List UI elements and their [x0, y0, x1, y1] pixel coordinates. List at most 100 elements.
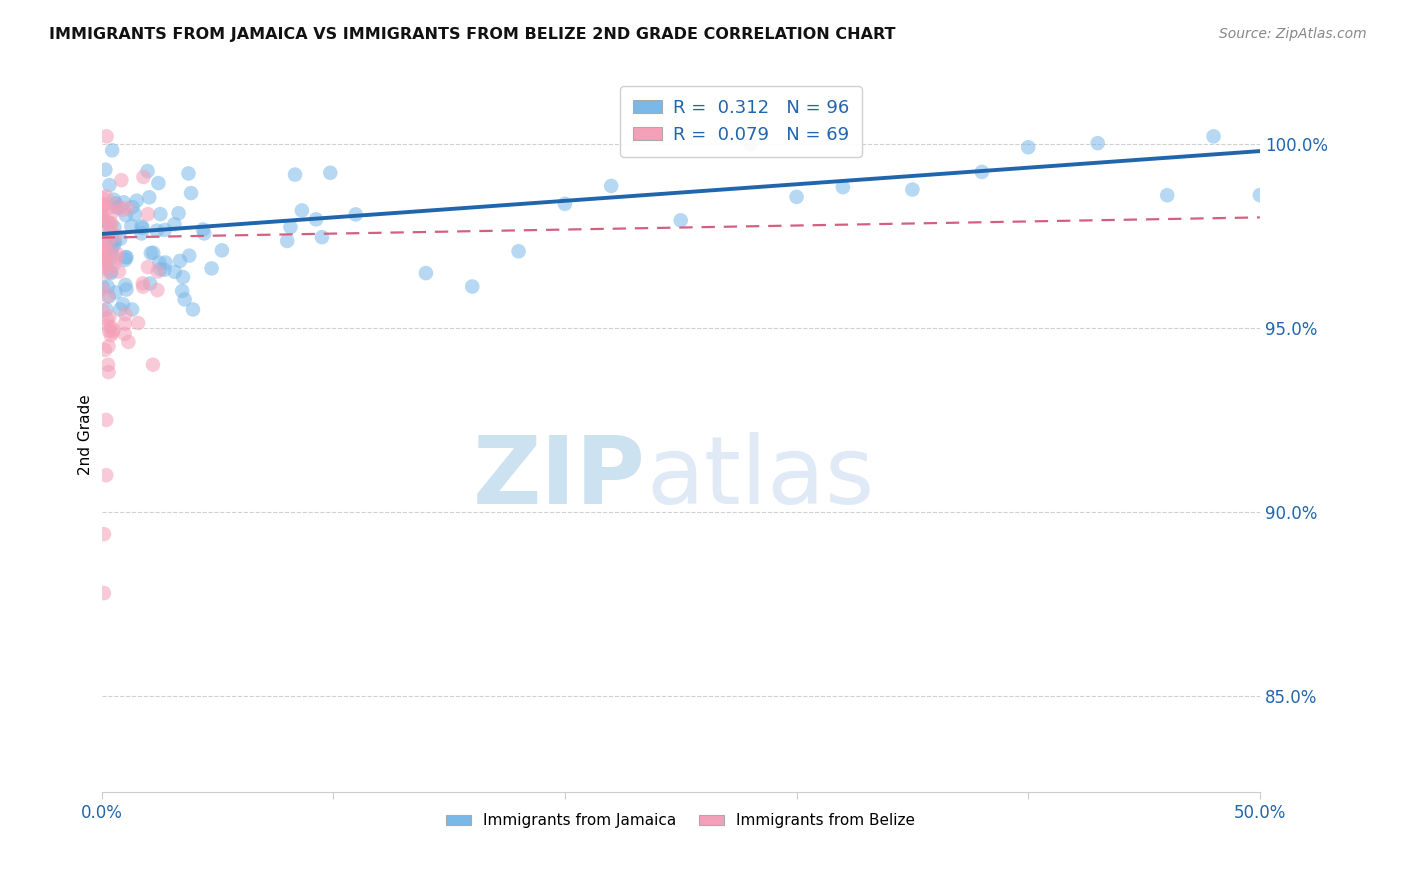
Point: [311, 230, 333, 244]
Point: [786, 190, 808, 204]
Point: [93, 226, 115, 240]
Point: [142, 245, 165, 260]
Point: [111, 297, 134, 311]
Point: [91, 249, 114, 263]
Point: [136, 260, 159, 274]
Point: [169, 253, 191, 268]
Point: [600, 178, 623, 193]
Point: [153, 262, 176, 277]
Point: [101, 204, 124, 219]
Point: [101, 326, 124, 340]
Point: [98, 310, 121, 324]
Point: [554, 197, 576, 211]
Point: [167, 206, 190, 220]
Point: [96, 318, 118, 333]
Point: [1156, 188, 1178, 202]
Point: [103, 237, 125, 252]
Point: [93, 252, 115, 266]
Point: [177, 166, 200, 180]
Point: [115, 250, 138, 264]
Point: [96, 129, 118, 144]
Y-axis label: 2nd Grade: 2nd Grade: [79, 394, 93, 475]
Point: [193, 227, 215, 241]
Point: [117, 201, 139, 215]
Point: [319, 166, 342, 180]
Point: [105, 252, 128, 266]
Point: [114, 252, 136, 267]
Point: [173, 293, 195, 307]
Point: [103, 323, 125, 337]
Point: [901, 183, 924, 197]
Point: [93, 527, 115, 541]
Point: [101, 251, 124, 265]
Point: [211, 244, 233, 258]
Point: [181, 302, 204, 317]
Point: [90, 235, 112, 250]
Point: [146, 264, 169, 278]
Point: [100, 216, 122, 230]
Point: [96, 302, 118, 317]
Point: [94, 189, 117, 203]
Point: [740, 137, 762, 152]
Point: [172, 284, 194, 298]
Point: [114, 307, 136, 321]
Point: [121, 200, 143, 214]
Point: [200, 261, 222, 276]
Point: [101, 240, 124, 254]
Point: [93, 243, 115, 257]
Point: [114, 277, 136, 292]
Point: [131, 221, 153, 235]
Point: [100, 320, 122, 334]
Point: [136, 164, 159, 178]
Point: [115, 283, 138, 297]
Point: [100, 217, 122, 231]
Point: [112, 195, 135, 210]
Point: [276, 234, 298, 248]
Point: [136, 207, 159, 221]
Point: [97, 289, 120, 303]
Point: [94, 162, 117, 177]
Point: [93, 198, 115, 212]
Point: [153, 223, 176, 237]
Point: [104, 228, 127, 243]
Point: [121, 302, 143, 317]
Point: [94, 343, 117, 357]
Point: [101, 244, 124, 258]
Point: [101, 144, 124, 158]
Point: [108, 302, 131, 317]
Point: [103, 193, 125, 207]
Point: [91, 197, 114, 211]
Point: [291, 203, 314, 218]
Point: [110, 173, 132, 187]
Point: [96, 311, 118, 326]
Point: [146, 283, 169, 297]
Point: [114, 326, 136, 341]
Point: [108, 264, 131, 278]
Point: [415, 266, 437, 280]
Point: [1017, 140, 1039, 154]
Point: [114, 208, 136, 222]
Point: [97, 324, 120, 338]
Point: [103, 257, 125, 271]
Point: [108, 201, 131, 215]
Point: [96, 253, 118, 268]
Point: [148, 255, 170, 269]
Point: [91, 279, 114, 293]
Point: [100, 328, 122, 343]
Point: [114, 317, 136, 331]
Point: [172, 270, 194, 285]
Point: [155, 255, 177, 269]
Point: [104, 235, 127, 249]
Point: [280, 220, 302, 235]
Point: [191, 222, 214, 236]
Point: [93, 213, 115, 227]
Point: [93, 586, 115, 600]
Point: [163, 217, 186, 231]
Point: [163, 265, 186, 279]
Point: [94, 253, 117, 268]
Point: [179, 249, 201, 263]
Point: [111, 202, 134, 217]
Point: [98, 225, 121, 239]
Point: [104, 196, 127, 211]
Point: [125, 194, 148, 208]
